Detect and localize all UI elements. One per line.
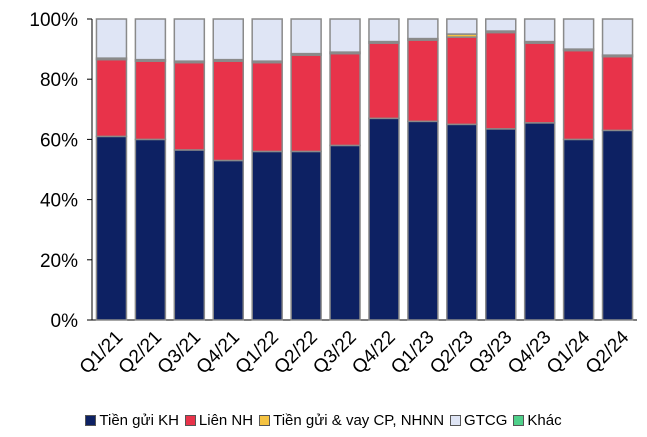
bar-segment xyxy=(95,135,128,321)
legend-label: Tiền gửi KH xyxy=(99,412,179,429)
bar-segment xyxy=(173,18,206,62)
y-tick-label: 80% xyxy=(40,70,78,91)
bar-segment xyxy=(329,52,361,147)
x-tick-label: Q2/24 xyxy=(582,327,634,379)
bar-segment xyxy=(485,128,517,321)
bar-segment xyxy=(407,120,439,321)
bar-segment xyxy=(251,18,283,62)
legend-label: Tiền gửi & vay CP, NHNN xyxy=(273,412,445,429)
bar-segment xyxy=(173,61,206,151)
bar-segment xyxy=(290,150,322,321)
x-tick-label: Q1/23 xyxy=(387,327,438,378)
y-tick-label: 100% xyxy=(29,10,78,31)
bar-segment xyxy=(485,31,517,130)
bar-segment xyxy=(173,149,206,321)
bar-segment xyxy=(95,58,128,138)
bar-segment xyxy=(134,18,167,61)
bar-segment xyxy=(562,18,595,50)
legend: Tiền gửi KH Liên NH Tiền gửi & vay CP, NHN… xyxy=(0,412,647,429)
x-tick-label: Q2/22 xyxy=(270,327,321,378)
bar-segment xyxy=(368,42,400,120)
x-tick-label: Q2/21 xyxy=(115,327,166,378)
legend-swatch xyxy=(513,415,525,426)
legend-label: Liên NH xyxy=(198,412,254,429)
y-tick-label: 40% xyxy=(40,191,78,212)
legend-item: Khác xyxy=(513,412,562,429)
bar-segment xyxy=(95,18,128,59)
legend-swatch xyxy=(259,415,271,426)
bar-segment xyxy=(290,18,322,55)
bar-segment xyxy=(407,39,439,123)
legend-item: Tiền gửi & vay CP, NHNN xyxy=(259,412,444,429)
bar-segment xyxy=(134,138,167,321)
legend-swatch xyxy=(85,415,97,426)
x-tick-label: Q1/21 xyxy=(76,327,127,378)
bar-segment xyxy=(329,144,361,321)
x-tick-label: Q1/24 xyxy=(543,327,595,379)
bar-segment xyxy=(523,18,556,43)
x-tick-label: Q2/23 xyxy=(426,327,477,378)
legend-item: GTCG xyxy=(450,412,507,429)
bar-segment xyxy=(212,159,244,321)
bar-segment xyxy=(446,36,478,126)
legend-swatch xyxy=(450,415,462,426)
legend-label: GTCG xyxy=(464,412,508,429)
bar-segment xyxy=(212,18,244,61)
y-tick-label: 0% xyxy=(51,311,79,332)
bar-segment xyxy=(523,122,556,321)
y-tick-label: 60% xyxy=(40,130,78,151)
bar-segment xyxy=(368,117,400,321)
bar-segment xyxy=(446,18,478,35)
bar-segment xyxy=(601,18,634,56)
bar-segment xyxy=(446,123,478,321)
legend-item: Tiền gửi KH xyxy=(85,412,179,429)
bar-segment xyxy=(407,18,439,40)
x-tick-label: Q3/21 xyxy=(154,327,205,378)
x-tick-label: Q3/22 xyxy=(309,327,360,378)
bar-segment xyxy=(251,150,283,321)
bar-segment xyxy=(523,42,556,124)
bar-segment xyxy=(485,18,517,32)
legend-swatch xyxy=(184,415,196,426)
x-tick-label: Q1/22 xyxy=(232,327,283,378)
plot: 0%20%40%60%80%100%Q1/21Q2/21Q3/21Q4/21Q1… xyxy=(29,10,637,379)
x-tick-label: Q4/21 xyxy=(193,327,244,378)
x-tick-label: Q3/23 xyxy=(465,327,516,378)
legend-item: Liên NH xyxy=(184,412,254,429)
bar-segment xyxy=(562,138,595,321)
bar-segment xyxy=(601,55,634,132)
bar-segment xyxy=(134,60,167,141)
bar-segment xyxy=(368,18,400,43)
bar-segment xyxy=(601,129,634,321)
bar-segment xyxy=(562,49,595,141)
y-tick-label: 20% xyxy=(40,251,78,272)
x-tick-label: Q4/23 xyxy=(504,327,555,378)
x-tick-label: Q4/22 xyxy=(348,327,399,378)
legend-label: Khác xyxy=(527,412,562,429)
bar-segment xyxy=(251,61,283,153)
bar-segment xyxy=(212,60,244,162)
bar-segment xyxy=(290,54,322,153)
bar-segment xyxy=(329,18,361,53)
